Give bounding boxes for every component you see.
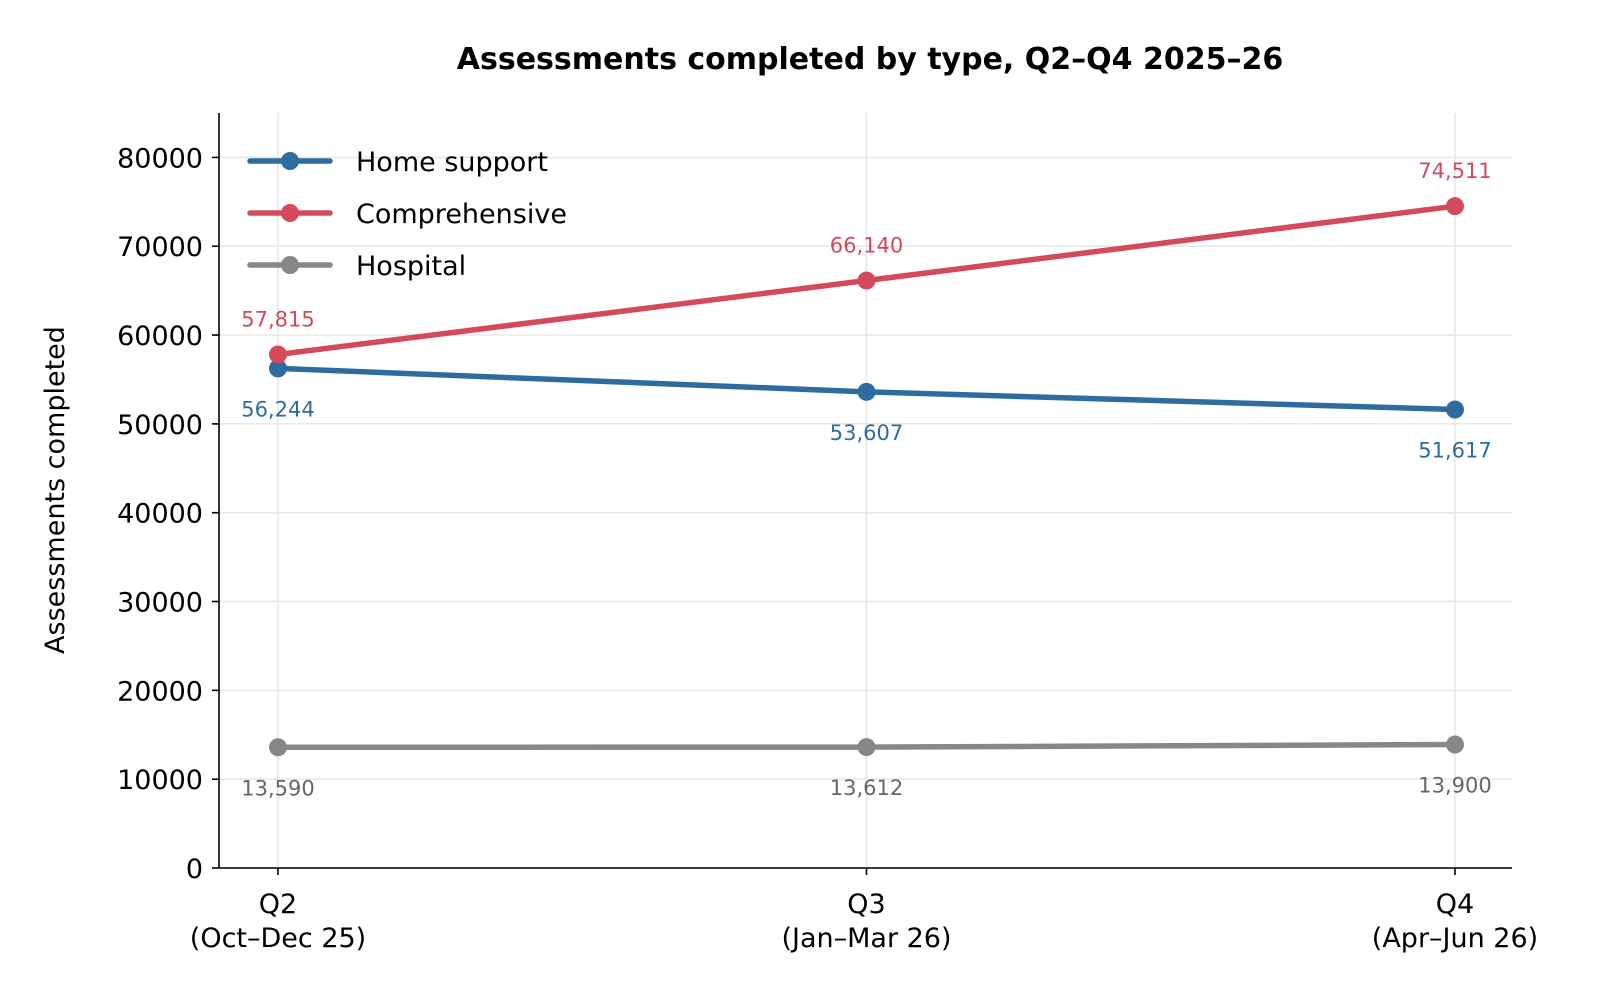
legend-swatch-marker <box>281 204 299 222</box>
data-point <box>1446 735 1464 754</box>
chart-title: Assessments completed by type, Q2–Q4 202… <box>457 42 1283 77</box>
legend-label: Home support <box>356 147 548 178</box>
y-axis-title: Assessments completed <box>40 326 71 654</box>
data-point <box>857 382 876 401</box>
legend-item: Home support <box>247 147 548 178</box>
data-point <box>1446 400 1464 419</box>
y-tick-label: 0 <box>186 854 203 885</box>
y-tick-label: 60000 <box>117 321 203 352</box>
data-label: 56,244 <box>241 397 314 421</box>
axes <box>212 113 1512 875</box>
x-tick-label: (Apr–Jun 26) <box>1372 923 1538 954</box>
series-hospital <box>269 735 1464 757</box>
data-point <box>857 738 876 757</box>
data-point <box>1446 197 1464 216</box>
series-comprehensive <box>269 197 1464 364</box>
legend-label: Comprehensive <box>356 199 567 230</box>
data-label: 51,617 <box>1418 439 1491 463</box>
legend-swatch-marker <box>281 256 299 274</box>
y-tick-label: 40000 <box>117 499 203 530</box>
y-tick-label: 70000 <box>117 232 203 263</box>
data-label: 66,140 <box>830 234 903 258</box>
data-labels: 56,244 53,607 51,617 57,815 66,140 74,511 13,5… <box>241 159 1491 800</box>
data-label: 13,900 <box>1418 774 1491 798</box>
data-point <box>269 359 287 378</box>
legend-swatch-marker <box>281 152 299 170</box>
data-label: 57,815 <box>241 307 314 331</box>
x-tick-label: Q3 <box>847 889 885 920</box>
y-tick-label: 10000 <box>117 765 203 796</box>
y-tick-label: 20000 <box>117 676 203 707</box>
legend-item: Hospital <box>247 251 466 282</box>
tick-labels: 0 10000 20000 30000 40000 50000 60000 70000 8000… <box>117 143 1538 954</box>
legend-item: Comprehensive <box>247 199 567 230</box>
y-tick-label: 80000 <box>117 143 203 174</box>
y-tick-label: 50000 <box>117 410 203 441</box>
x-tick-label: Q2 <box>259 889 297 920</box>
data-point <box>857 271 876 290</box>
data-label: 13,590 <box>241 776 314 800</box>
x-tick-label: (Jan–Mar 26) <box>781 923 951 954</box>
data-label: 53,607 <box>830 421 903 445</box>
legend: Home support Comprehensive Hospital <box>247 147 567 282</box>
series-home-support <box>269 359 1464 419</box>
data-point <box>269 738 287 757</box>
legend-label: Hospital <box>356 251 466 282</box>
data-label: 74,511 <box>1418 159 1491 183</box>
x-tick-label: (Oct–Dec 25) <box>190 923 366 954</box>
series-layer <box>269 197 1464 757</box>
y-tick-label: 30000 <box>117 588 203 619</box>
data-point <box>269 345 287 364</box>
data-label: 13,612 <box>830 776 903 800</box>
x-tick-label: Q4 <box>1436 889 1474 920</box>
